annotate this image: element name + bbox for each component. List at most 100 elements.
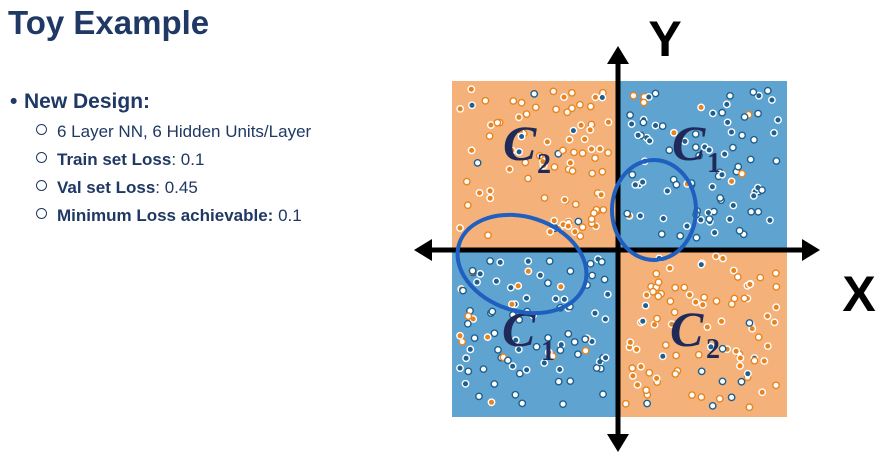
orange-data-point [486, 121, 495, 129]
blue-data-point [588, 271, 597, 280]
blue-data-point [479, 365, 488, 373]
orange-data-point [629, 91, 638, 100]
orange-data-point [463, 201, 472, 210]
orange-data-point [703, 323, 712, 331]
blue-data-point [705, 215, 714, 223]
blue-data-point [473, 278, 481, 287]
blue-data-point [603, 290, 612, 299]
class-label-subscript: 2 [706, 334, 720, 365]
blue-data-point [490, 329, 499, 338]
orange-data-point [772, 381, 780, 390]
orange-data-point [598, 167, 607, 176]
orange-data-point [727, 300, 736, 308]
blue-data-point [743, 369, 752, 378]
orange-data-point [760, 357, 769, 365]
blue-data-point [718, 344, 727, 353]
highlight-ellipse-center [610, 158, 698, 262]
orange-data-point [549, 87, 558, 96]
blue-data-point [556, 346, 565, 355]
orange-data-point [688, 391, 696, 399]
blue-data-point [774, 116, 782, 124]
blue-data-point [601, 315, 610, 323]
blue-data-point [754, 109, 762, 118]
orange-data-point [661, 341, 670, 349]
orange-data-point [524, 267, 533, 276]
blue-data-point [532, 342, 541, 351]
orange-data-point [652, 374, 661, 383]
blue-data-point [631, 180, 640, 189]
orange-data-point [736, 361, 744, 370]
blue-data-point [626, 111, 634, 120]
blue-data-point [729, 143, 737, 152]
class-label-letter: C [503, 115, 537, 171]
orange-data-point [671, 370, 680, 378]
bullet-dot-icon: • [10, 90, 18, 113]
blue-data-point [692, 233, 701, 242]
orange-data-point [712, 252, 720, 261]
orange-data-point [772, 282, 781, 291]
circle-bullet-icon [36, 124, 47, 135]
orange-data-point [571, 227, 579, 236]
blue-data-point [740, 113, 749, 121]
blue-data-point [658, 122, 667, 131]
orange-data-point [581, 346, 590, 355]
blue-data-point [735, 226, 744, 235]
blue-data-point [697, 260, 706, 269]
blue-data-point [461, 379, 470, 388]
blue-data-point [522, 294, 531, 303]
orange-data-point [654, 292, 663, 301]
orange-data-point [750, 356, 759, 365]
blue-data-point [659, 214, 668, 223]
orange-data-point [586, 125, 595, 134]
circle-bullet-icon [36, 208, 47, 219]
orange-data-point [467, 85, 476, 94]
blue-data-point [506, 283, 515, 292]
blue-data-point [722, 100, 731, 109]
blue-data-point [665, 146, 674, 155]
orange-data-point [626, 338, 635, 347]
orange-data-point [729, 266, 738, 275]
blue-data-point [708, 182, 717, 191]
class-label-subscript: 1 [541, 336, 555, 367]
blue-data-point [503, 356, 512, 365]
orange-data-point [700, 293, 709, 302]
blue-data-point [718, 108, 727, 117]
orange-data-point [544, 348, 553, 357]
blue-data-point [628, 170, 637, 179]
orange-data-point [564, 222, 573, 231]
sub-item-val-loss: Val set Loss: 0.45 [36, 175, 311, 203]
blue-data-point [766, 216, 774, 225]
orange-data-point [691, 298, 700, 306]
class-label-bottom-right: C 2 [670, 301, 720, 365]
sub-item-value: : 0.45 [155, 178, 198, 197]
orange-data-point [571, 200, 580, 209]
blue-data-point [639, 118, 648, 127]
blue-data-point [517, 132, 526, 141]
orange-data-point [604, 118, 613, 127]
orange-data-point [754, 333, 763, 342]
orange-data-point [566, 158, 575, 167]
orange-data-point [712, 297, 721, 305]
orange-data-point [456, 224, 464, 232]
blue-data-point [683, 222, 691, 231]
orange-data-point [568, 104, 576, 113]
blue-data-point [473, 158, 482, 167]
blue-data-point [569, 126, 578, 135]
y-axis-up-arrow-icon [607, 46, 629, 64]
orange-data-point [652, 269, 661, 278]
orange-data-point [670, 128, 678, 137]
blue-data-point [560, 295, 569, 304]
orange-data-point [667, 320, 676, 329]
orange-data-point [763, 342, 772, 350]
blue-data-point [636, 211, 645, 220]
blue-data-point [601, 353, 610, 362]
blue-data-point [737, 377, 746, 386]
orange-data-point [639, 98, 648, 107]
orange-data-point [632, 345, 641, 354]
blue-data-point [599, 390, 607, 399]
blue-data-point [574, 217, 583, 226]
blue-data-point [676, 231, 685, 240]
blue-data-point [725, 215, 734, 224]
sub-item-train-loss: Train set Loss: 0.1 [36, 147, 311, 175]
class-label-top-right: C 1 [672, 115, 721, 179]
